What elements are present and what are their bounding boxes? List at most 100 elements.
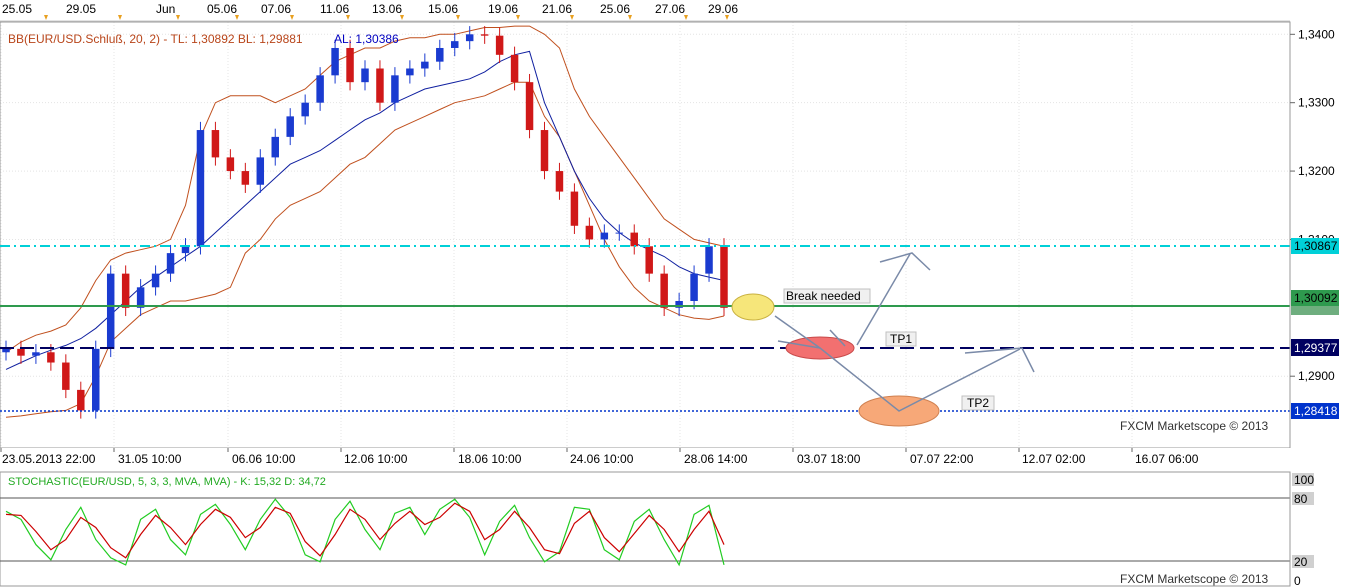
- candle-body: [316, 75, 324, 103]
- stochastic-k-line: [5, 498, 725, 567]
- top-date-6: 13.06: [372, 2, 402, 16]
- x-label-0: 23.05.2013 22:00: [2, 452, 96, 466]
- candle-body: [391, 75, 399, 103]
- x-label-3: 12.06 10:00: [344, 452, 408, 466]
- candle-body: [660, 273, 668, 308]
- candle-body: [181, 246, 190, 254]
- candle-body: [166, 253, 175, 274]
- candle-body: [585, 225, 594, 240]
- y-tick-label: 1,3200: [1298, 164, 1335, 178]
- y-tick-label: 1,3400: [1298, 27, 1335, 41]
- marker-box-1-30092: [1291, 290, 1339, 306]
- candle-body: [600, 232, 609, 240]
- top-date-5: 11.06: [320, 2, 349, 16]
- candle-body: [151, 273, 160, 288]
- top-date-strip: 25.05 29.05 Jun 05.06 07.06 11.06 13.06 …: [0, 0, 1349, 22]
- candle-body: [331, 47, 339, 76]
- marker-box-1-28418: [1291, 403, 1339, 419]
- stoch-tick-0: 0: [1294, 574, 1301, 588]
- top-date-8: 19.06: [488, 2, 518, 16]
- annotation-tp2: TP2: [967, 396, 989, 410]
- forecast-path-main: [774, 315, 1021, 412]
- x-label-2: 06.06 10:00: [232, 452, 296, 466]
- x-label-8: 07.07 22:00: [910, 452, 974, 466]
- candle-body: [2, 348, 10, 353]
- stochastic-label: STOCHASTIC(EUR/USD, 5, 3, 3, MVA, MVA) -…: [8, 476, 326, 488]
- candle-body: [525, 82, 534, 131]
- candle-body: [121, 273, 130, 308]
- candle-body: [451, 41, 459, 48]
- time-axis: 23.05.2013 22:00 31.05 10:00 06.06 10:00…: [0, 448, 1349, 470]
- x-label-4: 18.06 10:00: [458, 452, 522, 466]
- candle-body: [92, 348, 100, 411]
- stochastic-d-line: [5, 502, 725, 559]
- top-date-7: 15.06: [428, 2, 458, 16]
- x-label-6: 28.06 14:00: [684, 452, 748, 466]
- x-label-7: 03.07 18:00: [797, 452, 861, 466]
- x-label-10: 16.07 06:00: [1135, 452, 1199, 466]
- candle-body: [106, 273, 115, 349]
- top-date-1: 29.05: [66, 2, 96, 16]
- candle-body: [17, 348, 25, 356]
- bb-upper-line: [5, 25, 725, 353]
- price-marker-label-3: 1,28418: [1294, 404, 1338, 418]
- candle-body: [136, 287, 145, 308]
- candle-body: [645, 246, 653, 274]
- candle-body: [226, 157, 235, 172]
- candle-body: [301, 102, 309, 117]
- candle-body: [361, 68, 369, 83]
- candle-body: [555, 171, 564, 192]
- top-date-4: 07.06: [261, 2, 291, 16]
- stoch-tick-80: 80: [1294, 492, 1308, 506]
- candle-body: [615, 232, 624, 234]
- stoch-tick-20: 20: [1294, 555, 1308, 569]
- candle-body: [675, 300, 683, 308]
- candle-body: [705, 246, 713, 274]
- top-date-12: 29.06: [708, 2, 738, 16]
- candle-body: [47, 352, 55, 363]
- candle-body: [630, 232, 638, 247]
- candle-body: [271, 136, 279, 158]
- forecast-path-up: [856, 253, 911, 346]
- x-label-1: 31.05 10:00: [118, 452, 182, 466]
- candle-body: [62, 362, 70, 390]
- candle-body: [510, 54, 519, 83]
- stoch-tick-100: 100: [1294, 473, 1314, 487]
- annotation-tp1: TP1: [890, 332, 912, 346]
- al-indicator-label: AL: 1,30386: [334, 32, 399, 46]
- candle-body: [465, 34, 474, 42]
- candle-body: [32, 352, 40, 356]
- candlesticks: [2, 26, 728, 419]
- break-needed-ellipse: [731, 293, 775, 321]
- stochastic-panel: STOCHASTIC(EUR/USD, 5, 3, 3, MVA, MVA) -…: [0, 471, 1349, 588]
- candle-body: [421, 61, 429, 69]
- candle-body: [346, 47, 354, 83]
- watermark-main: FXCM Marketscope © 2013: [1120, 419, 1269, 433]
- top-date-3: 05.06: [207, 2, 237, 16]
- x-label-5: 24.06 10:00: [570, 452, 634, 466]
- candle-body: [480, 34, 489, 36]
- candle-body: [406, 68, 414, 76]
- candle-body: [241, 171, 250, 185]
- price-grid: [0, 22, 1290, 448]
- top-date-2: Jun: [156, 2, 175, 16]
- candle-body: [77, 389, 85, 411]
- top-date-10: 25.06: [600, 2, 630, 16]
- candle-body: [436, 47, 444, 62]
- forecast-arrow-2: [964, 347, 1035, 373]
- price-marker-label-0: 1,30867: [1294, 239, 1338, 253]
- top-date-11: 27.06: [655, 2, 685, 16]
- candle-body: [211, 130, 220, 158]
- candle-body: [690, 273, 698, 301]
- price-panel: Break needed TP1 TP2 BB(EUR/USD.Schluß, …: [0, 21, 1291, 449]
- candle-body: [196, 130, 205, 247]
- top-date-0: 25.05: [2, 2, 32, 16]
- candle-body: [720, 246, 728, 308]
- price-marker-label-1: 1,30092: [1294, 291, 1338, 305]
- forecast-drawing: Break needed TP1 TP2: [731, 252, 1035, 427]
- forecast-arrow-1: [879, 252, 931, 271]
- candle-body: [540, 130, 549, 172]
- candle-body: [256, 157, 265, 185]
